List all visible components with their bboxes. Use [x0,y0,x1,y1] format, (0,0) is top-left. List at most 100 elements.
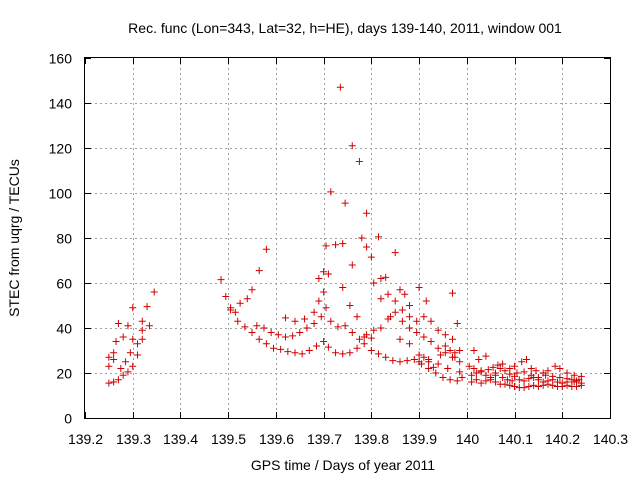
data-point [403,357,411,365]
data-point [298,350,306,358]
data-point [315,275,323,282]
data-point [332,349,340,357]
data-point [334,323,342,331]
data-point [322,242,330,250]
data-point [401,290,409,298]
data-point [458,374,466,381]
data-point [119,371,127,379]
data-point [124,322,132,330]
data-point [105,362,113,370]
y-tick-label: 60 [56,276,72,292]
data-point [138,326,146,334]
data-point [336,83,344,91]
data-point [110,349,118,357]
data-point [119,333,127,341]
data-point [484,366,492,374]
data-point [277,345,285,353]
data-point [425,358,433,366]
data-point [556,374,564,381]
data-point [499,374,507,381]
plot-frame [84,57,611,419]
data-point [222,293,230,300]
data-point [339,284,347,291]
y-axis: 0 20 40 60 80 100 120 140 160 [49,51,610,427]
data-point [270,344,278,352]
data-point [542,371,550,379]
data-point [420,353,428,361]
data-point [348,261,356,269]
data-point [518,358,526,366]
data-point [327,188,335,196]
data-point [534,383,542,390]
data-point [320,268,328,276]
data-point [110,378,118,386]
x-tick-label: 139.3 [116,431,151,447]
data-point [303,324,311,332]
x-tick-label: 139.4 [163,431,198,447]
data-point [527,371,535,379]
data-point [444,365,452,372]
data-point [367,253,375,261]
data-point [363,209,371,217]
data-point [291,317,299,325]
data-point [236,299,244,307]
data-point [406,340,414,348]
data-point [248,329,256,336]
data-point [532,367,540,375]
chart-title: Rec. func (Lon=343, Lat=32, h=HE), days … [128,20,562,36]
data-point [253,322,261,330]
data-point [494,361,502,369]
data-point [117,365,125,372]
data-point [324,343,332,351]
data-point [124,368,132,376]
x-tick-label: 140.2 [545,431,580,447]
data-point [441,331,449,339]
data-point [396,358,404,366]
data-point [410,356,418,363]
data-point [138,335,146,343]
x-tick-label: 140.1 [498,431,533,447]
data-point [360,333,368,341]
data-point [384,290,392,298]
data-point [425,365,433,372]
data-point [310,320,318,327]
data-point [291,349,299,357]
data-point [274,331,282,339]
data-point [437,351,445,359]
data-point [367,347,375,354]
data-point [446,347,454,354]
data-point [441,349,449,357]
data-point [513,369,521,377]
data-point [386,313,394,321]
y-tick-label: 40 [56,321,72,337]
y-tick-label: 0 [64,411,72,427]
x-tick-label: 139.9 [402,431,437,447]
data-point [353,344,361,352]
data-point [446,376,454,384]
data-point [491,371,499,379]
data-point [434,360,442,368]
data-point [327,317,335,325]
y-tick-label: 20 [56,366,72,382]
data-point [489,363,497,371]
data-point [227,306,235,314]
data-point [465,362,473,370]
data-point [477,379,485,387]
data-point [453,320,461,327]
data-point [477,368,485,376]
data-point [563,375,571,383]
data-point [315,297,323,305]
data-point [339,240,347,248]
data-point [341,199,349,207]
data-point [301,315,309,323]
data-point [320,288,328,296]
data-point [360,340,368,348]
data-point [363,243,371,251]
y-axis-label: STEC from uqrg / TECUs [6,159,22,317]
y-tick-label: 140 [49,96,73,112]
x-tick-label: 139.8 [354,431,389,447]
data-point [449,335,456,343]
data-point [499,360,507,368]
data-point [353,313,361,321]
